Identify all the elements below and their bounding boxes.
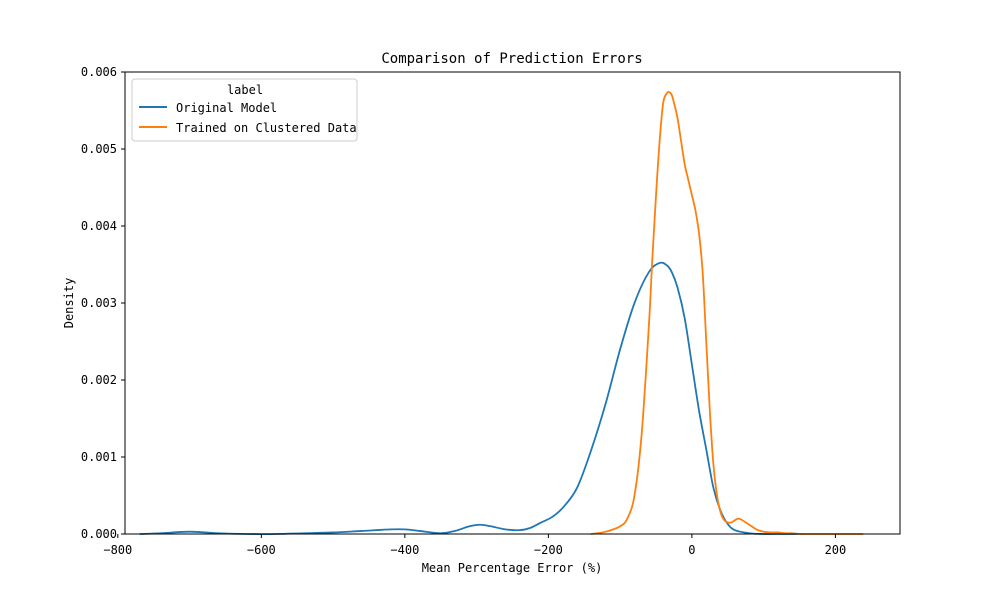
legend-title: label <box>227 83 263 97</box>
x-tick-label: −600 <box>247 543 276 557</box>
y-axis: 0.000 0.001 0.002 0.003 0.004 0.005 0.006 <box>81 65 125 541</box>
y-tick-label: 0.001 <box>81 450 117 464</box>
y-axis-label: Density <box>62 278 76 329</box>
series-layer <box>139 91 864 535</box>
x-tick-label: −800 <box>103 543 132 557</box>
x-axis: −800 −600 −400 −200 0 200 <box>103 534 846 557</box>
y-tick-label: 0.000 <box>81 527 117 541</box>
x-tick-label: −200 <box>534 543 563 557</box>
legend-label-original-model: Original Model <box>176 101 277 115</box>
y-tick-label: 0.005 <box>81 142 117 156</box>
x-axis-label: Mean Percentage Error (%) <box>422 561 603 575</box>
series-line-original-model <box>139 261 798 535</box>
legend: label Original Model Trained on Clustere… <box>131 78 358 142</box>
legend-box <box>131 78 358 142</box>
x-tick-label: 0 <box>688 543 695 557</box>
y-tick-label: 0.002 <box>81 373 117 387</box>
y-tick-label: 0.006 <box>81 65 117 79</box>
series-line-trained-on-clustered-data <box>590 91 864 535</box>
y-tick-label: 0.004 <box>81 219 117 233</box>
x-tick-label: −400 <box>390 543 419 557</box>
y-tick-label: 0.003 <box>81 296 117 310</box>
x-tick-label: 200 <box>825 543 847 557</box>
chart-title: Comparison of Prediction Errors <box>381 51 642 67</box>
legend-label-trained-on-clustered-data: Trained on Clustered Data <box>176 121 357 135</box>
